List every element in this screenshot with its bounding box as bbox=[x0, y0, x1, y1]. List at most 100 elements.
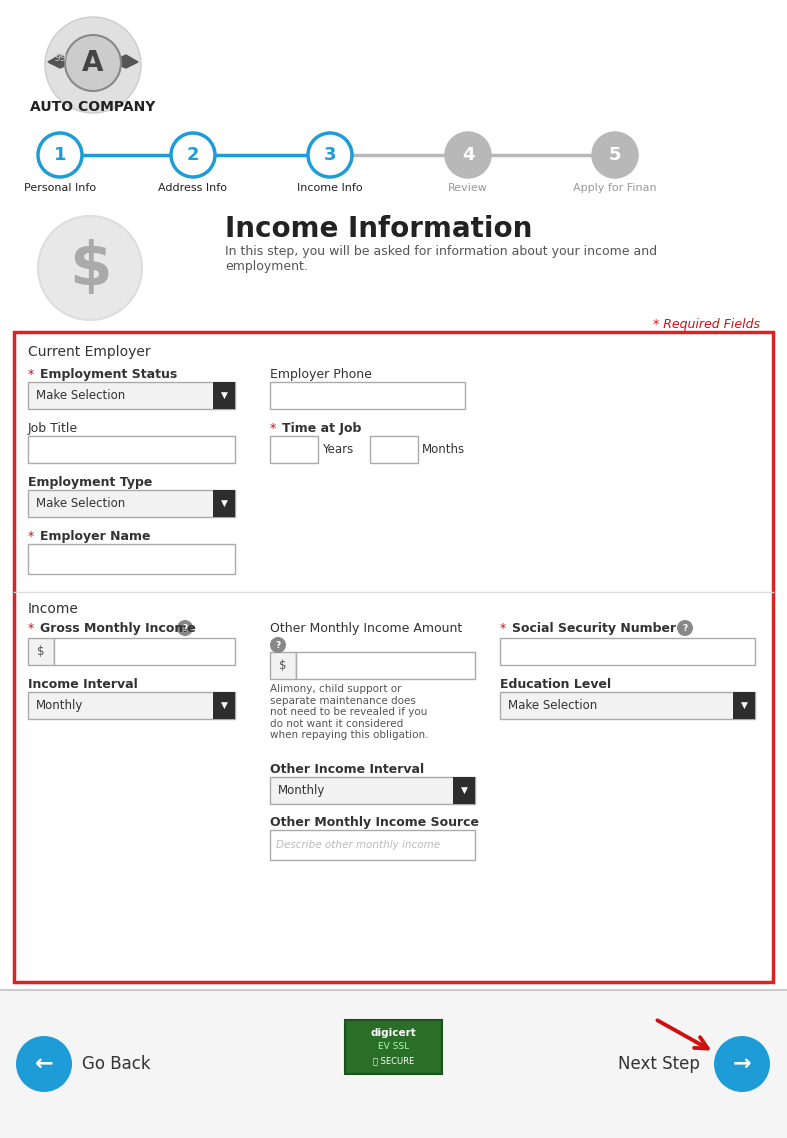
Text: * Required Fields: * Required Fields bbox=[653, 318, 760, 331]
Bar bbox=[54, 638, 235, 665]
Bar bbox=[345, 1020, 442, 1074]
Text: Address Info: Address Info bbox=[158, 183, 227, 193]
Bar bbox=[28, 490, 235, 517]
Text: AUTO COMPANY: AUTO COMPANY bbox=[31, 100, 156, 114]
Circle shape bbox=[446, 133, 490, 178]
Text: 5: 5 bbox=[609, 146, 621, 164]
Text: $: $ bbox=[279, 659, 286, 673]
Text: ▼: ▼ bbox=[741, 701, 748, 710]
Text: Next Step: Next Step bbox=[618, 1055, 700, 1073]
Bar bbox=[270, 382, 465, 409]
Bar bbox=[270, 830, 475, 860]
Text: Other Monthly Income Source: Other Monthly Income Source bbox=[270, 816, 479, 828]
Text: Make Selection: Make Selection bbox=[508, 699, 597, 712]
Text: Years: Years bbox=[322, 443, 353, 455]
Text: Social Security Number: Social Security Number bbox=[512, 622, 676, 635]
Text: ?: ? bbox=[682, 624, 688, 633]
Bar bbox=[28, 638, 54, 665]
Text: 1: 1 bbox=[54, 146, 66, 164]
Text: Current Employer: Current Employer bbox=[28, 345, 150, 358]
Text: Make Selection: Make Selection bbox=[36, 389, 125, 402]
Bar bbox=[453, 777, 475, 805]
Bar bbox=[213, 382, 235, 409]
Bar bbox=[28, 544, 235, 574]
Text: Monthly: Monthly bbox=[36, 699, 83, 712]
Bar bbox=[213, 692, 235, 719]
Text: In this step, you will be asked for information about your income and
employment: In this step, you will be asked for info… bbox=[225, 245, 657, 273]
Text: Apply for Finan: Apply for Finan bbox=[573, 183, 657, 193]
Bar bbox=[733, 692, 755, 719]
Text: Alimony, child support or
separate maintenance does
not need to be revealed if y: Alimony, child support or separate maint… bbox=[270, 684, 428, 741]
Bar bbox=[500, 692, 755, 719]
Text: digicert: digicert bbox=[371, 1028, 416, 1038]
Text: *: * bbox=[28, 368, 39, 381]
Text: *: * bbox=[28, 622, 39, 635]
Polygon shape bbox=[111, 55, 138, 68]
Text: Other Income Interval: Other Income Interval bbox=[270, 762, 424, 776]
Text: ▼: ▼ bbox=[220, 498, 227, 508]
Text: ?: ? bbox=[275, 641, 281, 650]
Circle shape bbox=[593, 133, 637, 178]
Text: $: $ bbox=[37, 645, 45, 658]
Text: Employer Phone: Employer Phone bbox=[270, 368, 372, 381]
Text: ▼: ▼ bbox=[460, 786, 467, 795]
Circle shape bbox=[171, 133, 215, 178]
Text: ▼: ▼ bbox=[220, 701, 227, 710]
Polygon shape bbox=[48, 55, 75, 68]
Text: Education Level: Education Level bbox=[500, 678, 611, 691]
Bar bbox=[0, 990, 787, 1138]
Text: Gross Monthly Income: Gross Monthly Income bbox=[40, 622, 196, 635]
Text: 99designs: 99designs bbox=[55, 53, 105, 63]
Circle shape bbox=[308, 133, 352, 178]
Circle shape bbox=[45, 17, 141, 113]
Text: Personal Info: Personal Info bbox=[24, 183, 96, 193]
Bar bbox=[500, 638, 755, 665]
Text: Employment Type: Employment Type bbox=[28, 476, 153, 489]
Bar bbox=[270, 777, 475, 805]
Text: Job Title: Job Title bbox=[28, 422, 78, 435]
Text: ▼: ▼ bbox=[220, 391, 227, 399]
Text: →: → bbox=[733, 1054, 752, 1074]
Circle shape bbox=[714, 1036, 770, 1092]
Text: A: A bbox=[83, 49, 104, 77]
Text: Income Interval: Income Interval bbox=[28, 678, 138, 691]
Bar bbox=[28, 382, 235, 409]
Text: Income: Income bbox=[28, 602, 79, 616]
Text: Describe other monthly income: Describe other monthly income bbox=[276, 840, 440, 850]
Text: 🔒 SECURE: 🔒 SECURE bbox=[373, 1056, 414, 1065]
Text: 2: 2 bbox=[187, 146, 199, 164]
Text: 4: 4 bbox=[462, 146, 475, 164]
Bar bbox=[370, 436, 418, 463]
Circle shape bbox=[65, 35, 121, 91]
Bar bbox=[270, 652, 296, 679]
Text: Other Monthly Income Amount: Other Monthly Income Amount bbox=[270, 622, 462, 635]
Circle shape bbox=[677, 620, 693, 636]
Text: Monthly: Monthly bbox=[278, 784, 325, 797]
Bar bbox=[28, 436, 235, 463]
Text: Review: Review bbox=[448, 183, 488, 193]
Text: Employer Name: Employer Name bbox=[40, 530, 150, 543]
Bar bbox=[14, 332, 773, 982]
Circle shape bbox=[16, 1036, 72, 1092]
Bar bbox=[270, 436, 318, 463]
Circle shape bbox=[38, 216, 142, 320]
Text: EV SSL: EV SSL bbox=[378, 1042, 409, 1052]
Text: Months: Months bbox=[422, 443, 465, 455]
Text: *: * bbox=[270, 422, 280, 435]
Text: Make Selection: Make Selection bbox=[36, 497, 125, 510]
Text: Go Back: Go Back bbox=[82, 1055, 150, 1073]
Bar bbox=[213, 490, 235, 517]
Text: $: $ bbox=[68, 239, 111, 297]
Circle shape bbox=[38, 133, 82, 178]
Text: Income Information: Income Information bbox=[225, 215, 532, 244]
Circle shape bbox=[270, 637, 286, 653]
Text: Income Info: Income Info bbox=[297, 183, 363, 193]
Text: Employment Status: Employment Status bbox=[40, 368, 177, 381]
Text: ?: ? bbox=[183, 624, 187, 633]
Text: *: * bbox=[28, 530, 39, 543]
Text: ←: ← bbox=[35, 1054, 54, 1074]
Bar bbox=[28, 692, 235, 719]
Circle shape bbox=[177, 620, 193, 636]
Text: 3: 3 bbox=[323, 146, 336, 164]
Text: Time at Job: Time at Job bbox=[282, 422, 361, 435]
